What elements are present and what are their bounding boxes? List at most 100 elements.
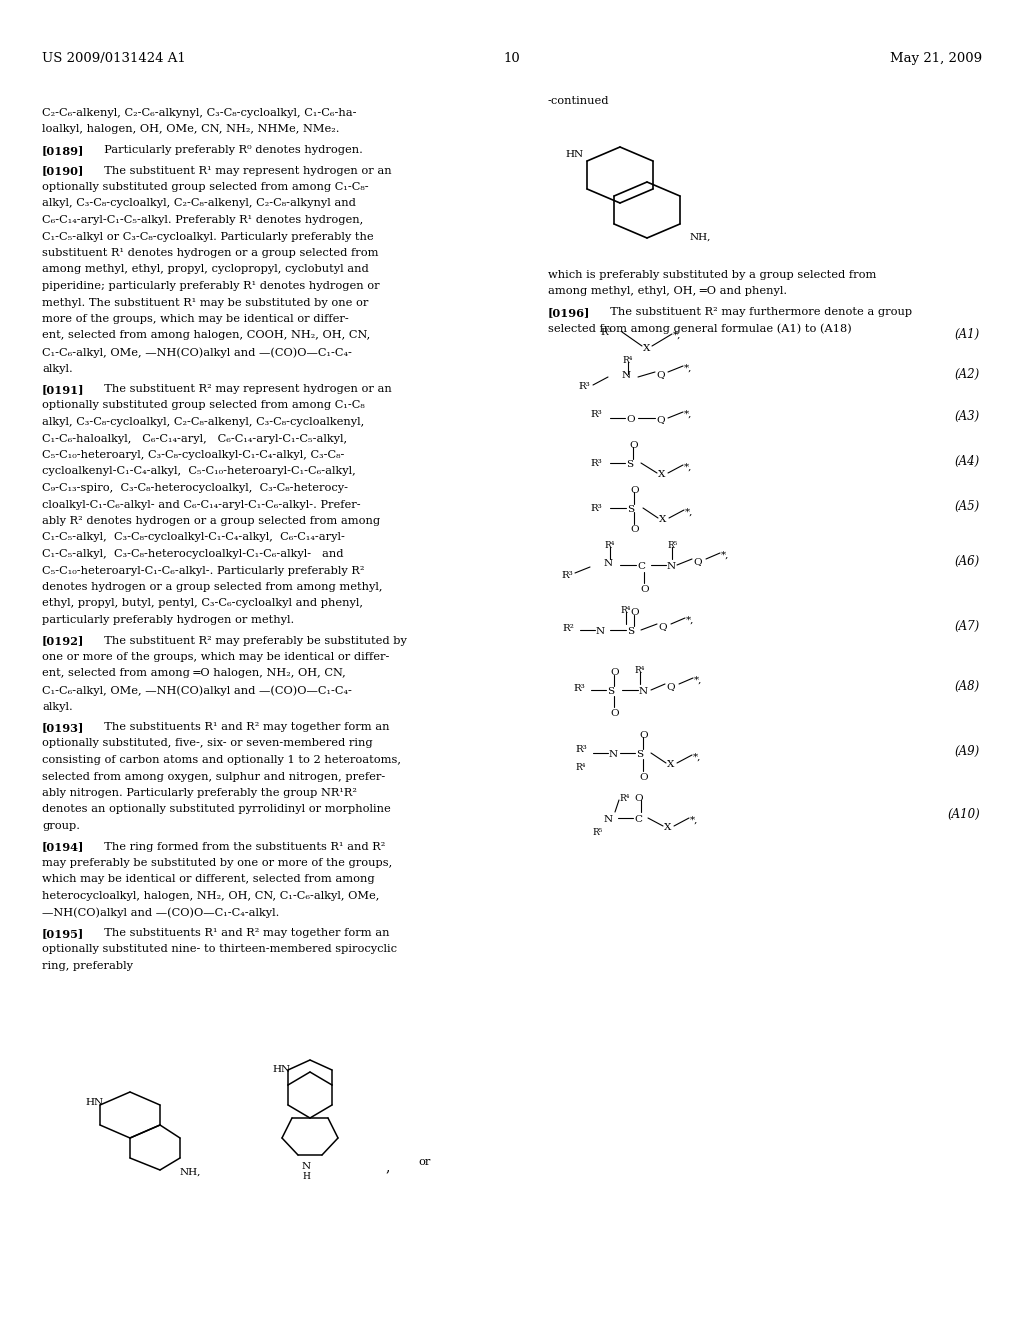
Text: X: X (659, 515, 667, 524)
Text: R³: R³ (600, 327, 611, 337)
Text: Q: Q (656, 370, 665, 379)
Text: N: N (596, 627, 605, 636)
Text: C₆-C₁₄-aryl-C₁-C₅-alkyl. Preferably R¹ denotes hydrogen,: C₆-C₁₄-aryl-C₁-C₅-alkyl. Preferably R¹ d… (42, 215, 364, 224)
Text: (A1): (A1) (954, 327, 980, 341)
Text: X: X (643, 345, 650, 352)
Text: R⁴: R⁴ (634, 667, 644, 675)
Text: [0189]: [0189] (42, 145, 84, 156)
Text: C₁-C₆-alkyl, OMe, —NH(CO)alkyl and —(CO)O—C₁-C₄-: C₁-C₆-alkyl, OMe, —NH(CO)alkyl and —(CO)… (42, 685, 352, 696)
Text: group.: group. (42, 821, 80, 832)
Text: selected from among oxygen, sulphur and nitrogen, prefer-: selected from among oxygen, sulphur and … (42, 771, 385, 781)
Text: R³: R³ (578, 381, 590, 391)
Text: O: O (626, 414, 635, 424)
Text: X: X (667, 760, 675, 770)
Text: C: C (637, 562, 645, 572)
Text: (A2): (A2) (954, 368, 980, 381)
Text: ent, selected from among ═O halogen, NH₂, OH, CN,: ent, selected from among ═O halogen, NH₂… (42, 668, 346, 678)
Text: substituent R¹ denotes hydrogen or a group selected from: substituent R¹ denotes hydrogen or a gro… (42, 248, 379, 257)
Text: alkyl, C₃-C₈-cycloalkyl, C₂-C₈-alkenyl, C₂-C₈-alkynyl and: alkyl, C₃-C₈-cycloalkyl, C₂-C₈-alkenyl, … (42, 198, 356, 209)
Text: C₁-C₅-alkyl or C₃-C₈-cycloalkyl. Particularly preferably the: C₁-C₅-alkyl or C₃-C₈-cycloalkyl. Particu… (42, 231, 374, 242)
Text: one or more of the groups, which may be identical or differ-: one or more of the groups, which may be … (42, 652, 389, 663)
Text: O: O (639, 731, 647, 741)
Text: S: S (627, 627, 634, 636)
Text: Q: Q (693, 557, 701, 566)
Text: more of the groups, which may be identical or differ-: more of the groups, which may be identic… (42, 314, 349, 323)
Text: C₁-C₅-alkyl,  C₃-C₈-cycloalkyl-C₁-C₄-alkyl,  C₆-C₁₄-aryl-: C₁-C₅-alkyl, C₃-C₈-cycloalkyl-C₁-C₄-alky… (42, 532, 345, 543)
Text: N: N (301, 1162, 310, 1171)
Text: R⁴: R⁴ (622, 356, 633, 366)
Text: [0195]: [0195] (42, 928, 84, 939)
Text: C₅-C₁₀-heteroaryl-C₁-C₆-alkyl-. Particularly preferably R²: C₅-C₁₀-heteroaryl-C₁-C₆-alkyl-. Particul… (42, 565, 365, 576)
Text: *,: *, (684, 364, 692, 374)
Text: —NH(CO)alkyl and —(CO)O—C₁-C₄-alkyl.: —NH(CO)alkyl and —(CO)O—C₁-C₄-alkyl. (42, 908, 280, 919)
Text: C₂-C₆-alkenyl, C₂-C₆-alkynyl, C₃-C₈-cycloalkyl, C₁-C₆-ha-: C₂-C₆-alkenyl, C₂-C₆-alkynyl, C₃-C₈-cycl… (42, 108, 356, 117)
Text: *,: *, (694, 676, 702, 685)
Text: The substituent R² may preferably be substituted by: The substituent R² may preferably be sub… (97, 635, 407, 645)
Text: R⁴: R⁴ (575, 763, 586, 772)
Text: (A8): (A8) (954, 680, 980, 693)
Text: may preferably be substituted by one or more of the groups,: may preferably be substituted by one or … (42, 858, 392, 869)
Text: R²: R² (562, 624, 573, 634)
Text: denotes hydrogen or a group selected from among methyl,: denotes hydrogen or a group selected fro… (42, 582, 383, 591)
Text: Q: Q (658, 622, 667, 631)
Text: [0192]: [0192] (42, 635, 84, 647)
Text: May 21, 2009: May 21, 2009 (890, 51, 982, 65)
Text: Particularly preferably R⁰ denotes hydrogen.: Particularly preferably R⁰ denotes hydro… (97, 145, 362, 154)
Text: The substituents R¹ and R² may together form an: The substituents R¹ and R² may together … (97, 928, 389, 939)
Text: R⁵: R⁵ (592, 828, 602, 837)
Text: O: O (634, 795, 643, 803)
Text: O: O (630, 525, 639, 535)
Text: O: O (640, 585, 648, 594)
Text: (A4): (A4) (954, 455, 980, 469)
Text: *,: *, (673, 331, 681, 341)
Text: [0190]: [0190] (42, 165, 84, 177)
Text: C: C (634, 814, 642, 824)
Text: R³: R³ (590, 504, 602, 513)
Text: piperidine; particularly preferably R¹ denotes hydrogen or: piperidine; particularly preferably R¹ d… (42, 281, 380, 290)
Text: which may be identical or different, selected from among: which may be identical or different, sel… (42, 874, 375, 884)
Text: loalkyl, halogen, OH, OMe, CN, NH₂, NHMe, NMe₂.: loalkyl, halogen, OH, OMe, CN, NH₂, NHMe… (42, 124, 340, 135)
Text: methyl. The substituent R¹ may be substituted by one or: methyl. The substituent R¹ may be substi… (42, 297, 369, 308)
Text: R⁴: R⁴ (604, 541, 614, 550)
Text: Q: Q (666, 682, 675, 690)
Text: O: O (639, 774, 647, 781)
Text: 10: 10 (504, 51, 520, 65)
Text: N: N (639, 686, 648, 696)
Text: NH,: NH, (180, 1168, 202, 1177)
Text: *,: *, (721, 550, 729, 560)
Text: Q: Q (656, 414, 665, 424)
Text: ring, preferably: ring, preferably (42, 961, 133, 972)
Text: (A6): (A6) (954, 554, 980, 568)
Text: O: O (610, 709, 618, 718)
Text: [0194]: [0194] (42, 842, 84, 853)
Text: N: N (609, 750, 618, 759)
Text: ethyl, propyl, butyl, pentyl, C₃-C₆-cycloalkyl and phenyl,: ethyl, propyl, butyl, pentyl, C₃-C₆-cycl… (42, 598, 362, 609)
Text: X: X (664, 822, 672, 832)
Text: optionally substituted group selected from among C₁-C₈-: optionally substituted group selected fr… (42, 182, 369, 191)
Text: R³: R³ (590, 411, 602, 418)
Text: The ring formed from the substituents R¹ and R²: The ring formed from the substituents R¹… (97, 842, 385, 851)
Text: [0191]: [0191] (42, 384, 85, 395)
Text: The substituents R¹ and R² may together form an: The substituents R¹ and R² may together … (97, 722, 389, 733)
Text: R³: R³ (573, 684, 585, 693)
Text: HN: HN (272, 1065, 290, 1074)
Text: selected from among general formulae (A1) to (A18): selected from among general formulae (A1… (548, 323, 852, 334)
Text: *,: *, (684, 463, 692, 473)
Text: (A3): (A3) (954, 411, 980, 422)
Text: N: N (622, 371, 631, 380)
Text: optionally substituted group selected from among C₁-C₈: optionally substituted group selected fr… (42, 400, 365, 411)
Text: The substituent R² may represent hydrogen or an: The substituent R² may represent hydroge… (97, 384, 392, 393)
Text: NH,: NH, (690, 234, 712, 242)
Text: HN: HN (85, 1098, 103, 1107)
Text: R³: R³ (575, 744, 587, 754)
Text: [0196]: [0196] (548, 308, 591, 318)
Text: which is preferably substituted by a group selected from: which is preferably substituted by a gro… (548, 271, 877, 280)
Text: The substituent R² may furthermore denote a group: The substituent R² may furthermore denot… (603, 308, 912, 317)
Text: X: X (658, 470, 666, 479)
Text: R³: R³ (590, 459, 602, 469)
Text: consisting of carbon atoms and optionally 1 to 2 heteroatoms,: consisting of carbon atoms and optionall… (42, 755, 401, 766)
Text: S: S (627, 506, 634, 513)
Text: O: O (629, 441, 638, 450)
Text: -continued: -continued (548, 96, 609, 106)
Text: *,: *, (685, 508, 693, 517)
